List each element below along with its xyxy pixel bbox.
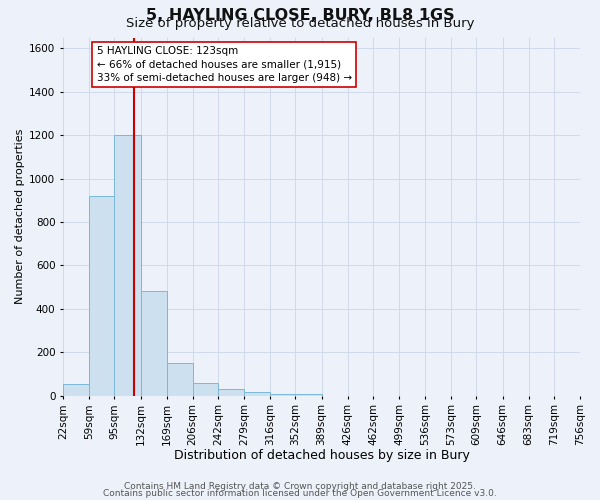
Text: Size of property relative to detached houses in Bury: Size of property relative to detached ho… xyxy=(126,18,474,30)
Bar xyxy=(270,394,295,396)
Bar xyxy=(295,394,322,396)
Bar xyxy=(89,196,115,396)
Bar xyxy=(244,392,270,396)
Y-axis label: Number of detached properties: Number of detached properties xyxy=(15,129,25,304)
Bar xyxy=(63,384,89,396)
Bar xyxy=(218,389,244,396)
Text: Contains public sector information licensed under the Open Government Licence v3: Contains public sector information licen… xyxy=(103,488,497,498)
X-axis label: Distribution of detached houses by size in Bury: Distribution of detached houses by size … xyxy=(173,450,469,462)
Bar xyxy=(193,382,218,396)
Bar xyxy=(115,135,140,396)
Bar xyxy=(167,363,193,396)
Bar xyxy=(140,292,167,396)
Text: 5, HAYLING CLOSE, BURY, BL8 1GS: 5, HAYLING CLOSE, BURY, BL8 1GS xyxy=(146,8,454,22)
Text: Contains HM Land Registry data © Crown copyright and database right 2025.: Contains HM Land Registry data © Crown c… xyxy=(124,482,476,491)
Text: 5 HAYLING CLOSE: 123sqm
← 66% of detached houses are smaller (1,915)
33% of semi: 5 HAYLING CLOSE: 123sqm ← 66% of detache… xyxy=(97,46,352,83)
